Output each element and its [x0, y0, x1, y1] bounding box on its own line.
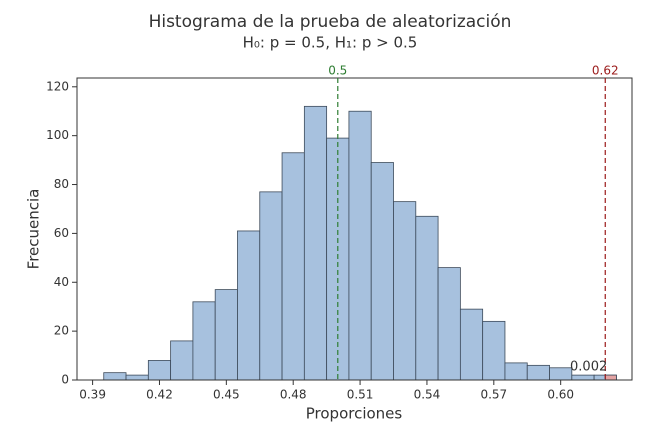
- annotation: 0.002: [570, 360, 607, 375]
- bar: [437, 267, 461, 381]
- x-tick-label: 0.57: [480, 388, 507, 402]
- bar: [415, 215, 439, 381]
- y-tick-label: 100: [46, 128, 69, 142]
- bar: [147, 360, 172, 381]
- bar: [214, 289, 238, 381]
- y-tick-label: 120: [46, 79, 69, 93]
- chart-title: Histograma de la prueba de aleatorizació…: [149, 12, 512, 32]
- bar: [459, 308, 484, 381]
- y-tick-label: 60: [54, 226, 69, 240]
- bar: [348, 110, 372, 381]
- bar: [303, 105, 328, 381]
- bar: [370, 162, 394, 381]
- bar: [237, 230, 261, 381]
- y-tick-label: 40: [54, 275, 69, 289]
- x-tick-label: 0.42: [146, 388, 173, 402]
- x-axis-label: Proporciones: [306, 405, 403, 423]
- bar: [170, 340, 194, 381]
- bar: [103, 372, 127, 381]
- bar: [482, 320, 506, 381]
- bar: [192, 301, 216, 381]
- bar: [571, 374, 595, 381]
- y-axis-label: Frecuencia: [25, 189, 43, 270]
- bar: [125, 374, 149, 381]
- x-tick-label: 0.51: [347, 388, 374, 402]
- bar: [259, 191, 283, 381]
- bar: [281, 152, 305, 381]
- bar: [504, 362, 528, 381]
- y-tick-label: 80: [54, 177, 69, 191]
- tail-shade: [604, 374, 617, 381]
- bar: [549, 367, 573, 381]
- plot-frame: [76, 77, 633, 381]
- x-tick-label: 0.48: [280, 388, 307, 402]
- reference-label: 0.62: [592, 64, 619, 78]
- x-tick-label: 0.45: [213, 388, 240, 402]
- y-tick-label: 20: [54, 324, 69, 338]
- x-tick-label: 0.39: [79, 388, 106, 402]
- bar: [526, 364, 550, 381]
- x-tick-label: 0.54: [414, 388, 441, 402]
- x-tick-label: 0.60: [547, 388, 574, 402]
- bar: [393, 201, 417, 381]
- reference-label: 0.5: [328, 64, 347, 78]
- y-tick-label: 0: [61, 373, 69, 387]
- chart-subtitle: H₀: p = 0.5, H₁: p > 0.5: [243, 34, 418, 52]
